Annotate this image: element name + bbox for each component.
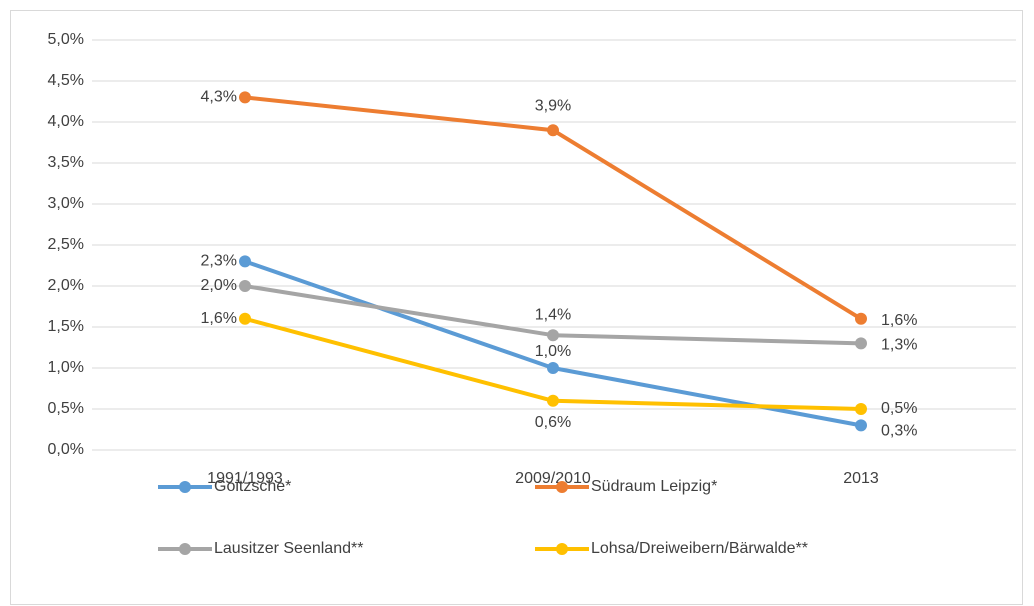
- data-point: [239, 280, 251, 292]
- data-point: [547, 329, 559, 342]
- data-point: [547, 394, 559, 407]
- y-tick-label: 1,5%: [48, 318, 84, 335]
- data-label: 1,3%: [881, 337, 917, 354]
- legend-label: Lohsa/Dreiweibern/Bärwalde**: [591, 540, 808, 557]
- data-point: [855, 337, 867, 350]
- data-point: [855, 312, 867, 325]
- legend-marker: [556, 481, 568, 493]
- data-point: [547, 362, 559, 374]
- data-point: [239, 255, 251, 268]
- legend-marker: [179, 481, 191, 493]
- data-label: 1,6%: [201, 310, 237, 327]
- data-label: 0,5%: [881, 400, 917, 417]
- legend-label: Lausitzer Seenland**: [214, 540, 363, 557]
- data-label: 1,0%: [535, 343, 571, 360]
- legend-marker: [179, 543, 191, 555]
- y-tick-label: 5,0%: [48, 31, 84, 48]
- x-tick-label: 2013: [843, 470, 879, 487]
- y-tick-label: 0,0%: [48, 441, 84, 458]
- y-tick-label: 3,0%: [48, 195, 84, 212]
- data-point: [239, 312, 251, 325]
- chart-border: [10, 10, 1023, 605]
- data-point: [239, 91, 251, 104]
- y-tick-label: 2,5%: [48, 236, 84, 253]
- y-tick-label: 0,5%: [48, 400, 84, 417]
- y-tick-label: 2,0%: [48, 277, 84, 294]
- data-label: 2,0%: [201, 277, 237, 294]
- legend-marker: [556, 543, 568, 555]
- y-tick-label: 3,5%: [48, 154, 84, 171]
- x-tick-label: 2009/2010: [515, 470, 591, 487]
- data-point: [547, 124, 559, 137]
- y-tick-label: 1,0%: [48, 359, 84, 376]
- x-tick-label: 1991/1993: [207, 470, 283, 487]
- data-label: 3,9%: [535, 97, 571, 114]
- data-point: [855, 419, 867, 432]
- y-tick-label: 4,0%: [48, 113, 84, 130]
- y-tick-label: 4,5%: [48, 72, 84, 89]
- data-label: 1,6%: [881, 312, 917, 329]
- legend-label: Südraum Leipzig*: [591, 478, 717, 495]
- data-label: 0,6%: [535, 414, 571, 431]
- data-label: 2,3%: [201, 253, 237, 270]
- data-label: 1,4%: [535, 306, 571, 323]
- legend-label: Goitzsche*: [214, 478, 291, 495]
- data-point: [855, 403, 867, 415]
- data-label: 4,3%: [201, 89, 237, 106]
- data-label: 0,3%: [881, 423, 917, 440]
